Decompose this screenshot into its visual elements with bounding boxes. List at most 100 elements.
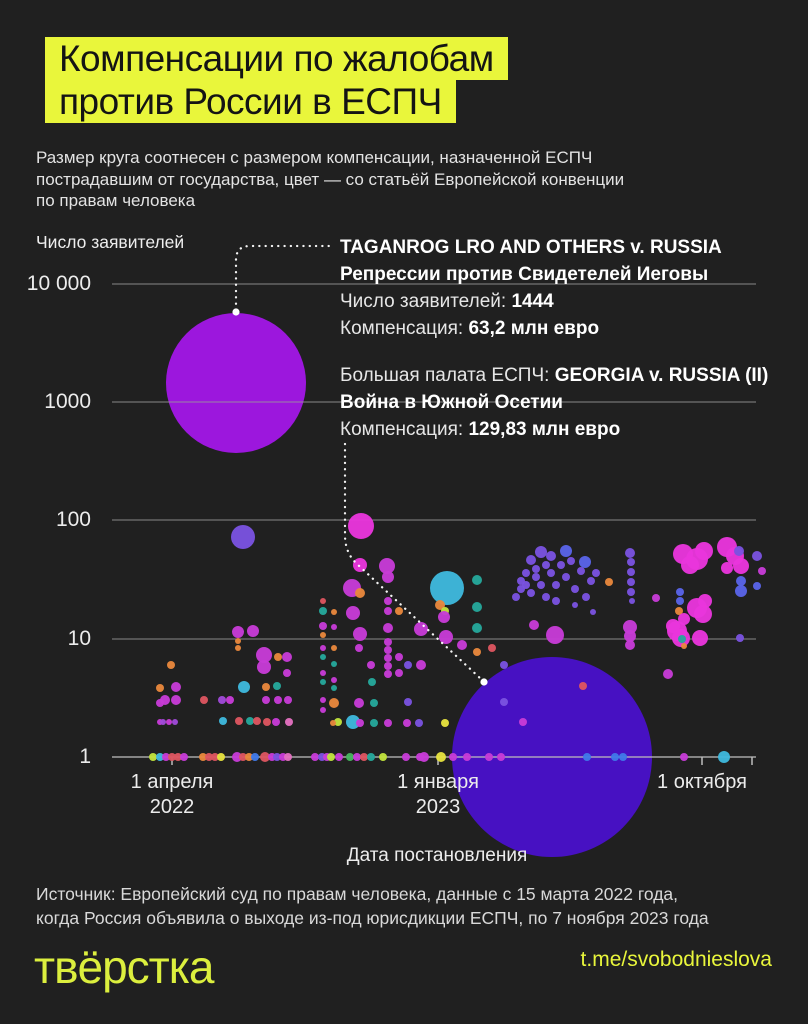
data-point	[279, 753, 287, 761]
data-point	[680, 753, 688, 761]
data-point	[627, 588, 635, 596]
data-point	[517, 577, 525, 585]
data-point	[419, 752, 429, 762]
data-point	[414, 622, 428, 636]
data-point	[355, 588, 365, 598]
data-point	[368, 678, 376, 686]
data-point	[235, 645, 241, 651]
data-point	[404, 661, 412, 669]
data-point	[318, 753, 326, 761]
data-point	[402, 753, 410, 761]
leader-anchor-dot	[232, 308, 240, 316]
chart-subtitle: Размер круга соотнесен с размером компен…	[36, 147, 624, 212]
data-point	[235, 717, 243, 725]
featured-bubble-taganrog	[166, 313, 306, 453]
data-point	[583, 753, 591, 761]
data-point	[436, 752, 446, 762]
data-point	[500, 698, 508, 706]
title-line-2: против России в ЕСПЧ	[45, 80, 456, 123]
data-point	[285, 718, 293, 726]
data-point	[247, 625, 259, 637]
data-point	[527, 589, 535, 597]
data-point	[239, 753, 247, 761]
data-point	[268, 753, 276, 761]
data-point	[160, 695, 170, 705]
data-point	[367, 753, 375, 761]
data-point	[472, 575, 482, 585]
y-tick-label-10: 10	[67, 627, 91, 650]
data-point	[219, 717, 227, 725]
data-point	[579, 682, 587, 690]
data-point	[353, 558, 367, 572]
data-point	[395, 607, 403, 615]
data-point	[174, 753, 182, 761]
data-point	[449, 753, 457, 761]
data-point	[592, 569, 600, 577]
data-point	[360, 753, 368, 761]
data-point	[547, 569, 555, 577]
data-point	[346, 715, 360, 729]
data-point	[320, 679, 326, 685]
data-point	[611, 753, 619, 761]
data-point	[526, 555, 536, 565]
data-point	[149, 753, 157, 761]
data-point	[734, 546, 744, 556]
data-point	[327, 753, 335, 761]
data-point	[205, 753, 213, 761]
data-point	[335, 753, 343, 761]
data-point	[274, 696, 282, 704]
data-point	[625, 640, 635, 650]
data-point	[348, 513, 374, 539]
data-point	[311, 753, 319, 761]
data-point	[512, 593, 520, 601]
source-note: Источник: Европейский суд по правам чело…	[36, 884, 709, 928]
data-point	[263, 718, 271, 726]
data-point	[676, 588, 684, 596]
data-point	[587, 577, 595, 585]
data-point	[319, 607, 327, 615]
data-point	[666, 619, 680, 633]
data-point	[692, 630, 708, 646]
data-point	[238, 681, 250, 693]
data-point	[567, 557, 575, 565]
data-point	[167, 661, 175, 669]
compensation-line: Компенсация: 129,83 млн евро	[340, 419, 621, 440]
data-point	[736, 576, 746, 586]
data-point	[320, 632, 326, 638]
data-point	[416, 660, 426, 670]
annotation-georgia: Большая палата ЕСПЧ: GEORGIA v. RUSSIA (…	[340, 362, 768, 443]
data-point	[627, 578, 635, 586]
data-point	[605, 578, 613, 586]
data-point	[522, 569, 530, 577]
data-point	[232, 752, 242, 762]
y-tick-label-1: 1	[79, 745, 91, 768]
data-point	[260, 752, 270, 762]
data-point	[323, 753, 331, 761]
data-point	[537, 581, 545, 589]
data-point	[256, 647, 272, 663]
data-point	[180, 753, 188, 761]
data-point	[262, 696, 270, 704]
data-point	[283, 669, 291, 677]
data-point	[625, 548, 635, 558]
data-point	[343, 579, 361, 597]
data-point	[758, 567, 766, 575]
data-point	[522, 581, 530, 589]
data-point	[519, 718, 527, 726]
data-point	[257, 660, 271, 674]
data-point	[557, 561, 565, 569]
data-point	[552, 597, 560, 605]
data-point	[542, 561, 550, 569]
data-point	[678, 635, 686, 643]
telegram-link[interactable]: t.me/svobodnieslova	[580, 948, 772, 971]
data-point	[546, 551, 556, 561]
compensation-line: Компенсация: 63,2 млн евро	[340, 318, 600, 339]
data-point	[355, 644, 363, 652]
data-point	[395, 669, 403, 677]
data-point	[384, 654, 392, 662]
data-point	[546, 626, 564, 644]
data-point	[253, 717, 261, 725]
data-point	[162, 753, 170, 761]
data-point	[329, 698, 339, 708]
